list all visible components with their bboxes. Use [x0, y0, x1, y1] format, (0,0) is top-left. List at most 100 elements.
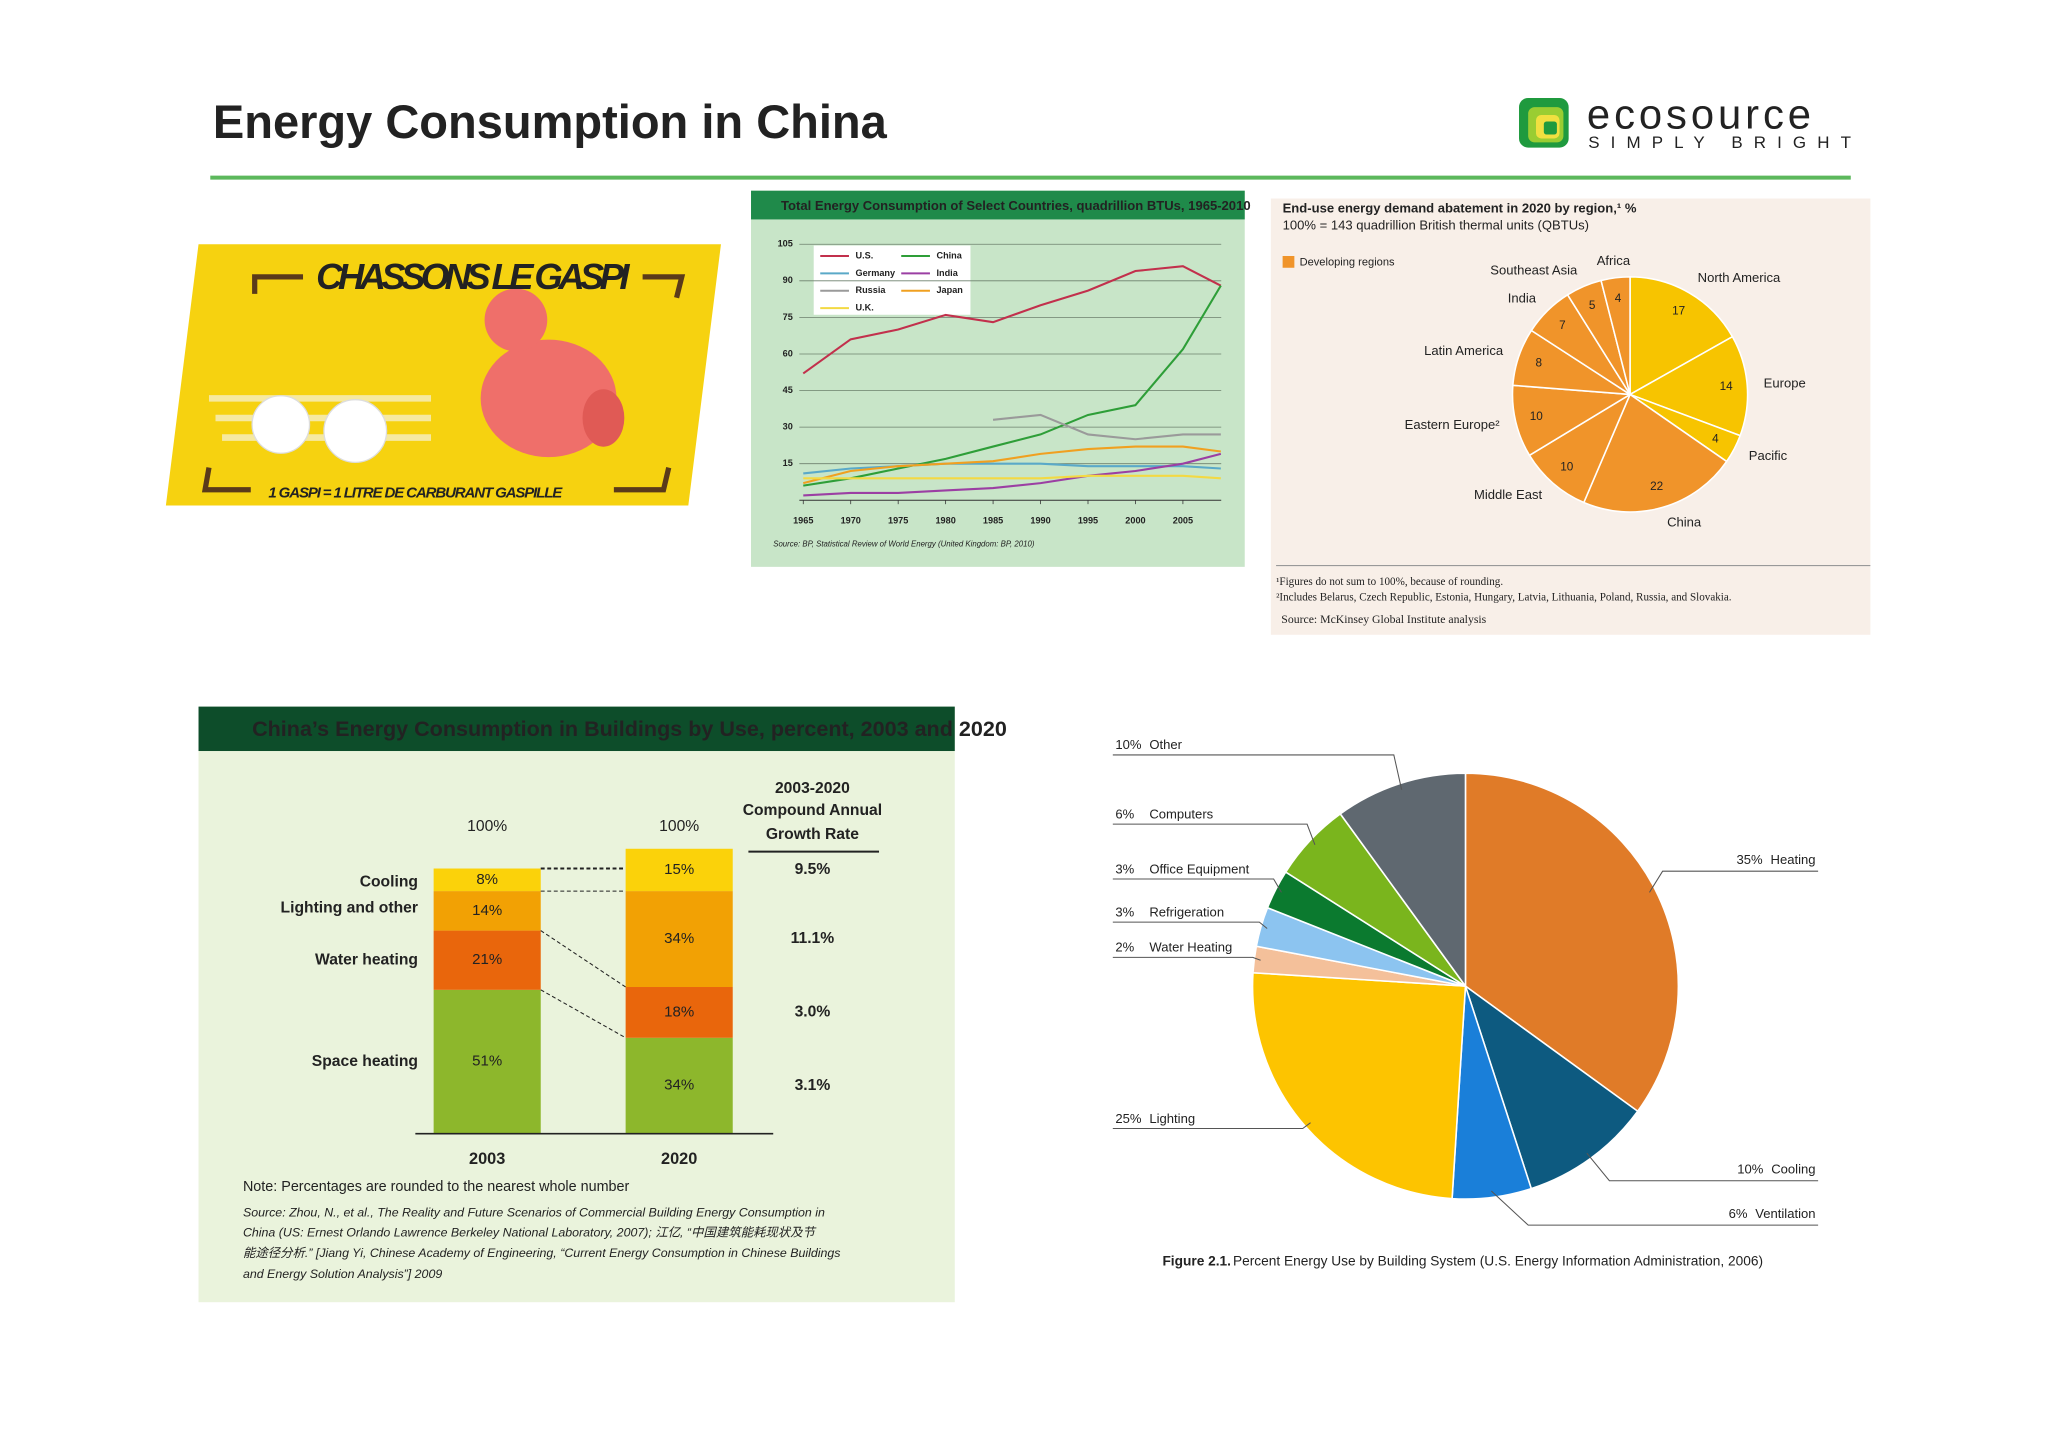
- leader-line: [1112, 823, 1316, 845]
- bar-source: China (US: Ernest Orlando Lawrence Berke…: [243, 1225, 817, 1239]
- x-tick-label: 2003: [469, 1150, 505, 1168]
- y-tick-label: 15: [783, 458, 793, 468]
- slice-value: 10: [1560, 460, 1574, 473]
- total-label: 100%: [659, 818, 699, 835]
- bar-note: Note: Percentages are rounded to the nea…: [243, 1179, 630, 1195]
- line-series: [803, 285, 1222, 487]
- y-tick-label: 90: [783, 275, 793, 285]
- x-tick-label: 2005: [1173, 516, 1193, 526]
- region-footnote: ²Includes Belarus, Czech Republic, Eston…: [1276, 592, 1732, 604]
- slice-label: Latin America: [1424, 343, 1504, 358]
- bar-title: China’s Energy Consumption in Buildings …: [252, 716, 1007, 741]
- pie-slice: [1339, 772, 1467, 989]
- series-label: Lighting and other: [281, 899, 418, 916]
- leader-line: [1112, 921, 1268, 929]
- slice-value: 4: [1615, 292, 1622, 305]
- slice-label: Other: [1149, 737, 1182, 752]
- leader-line: [1112, 878, 1282, 893]
- slice-value: 3%: [1115, 904, 1134, 919]
- bar-segment: [433, 989, 541, 1134]
- slice-label: Pacific: [1749, 448, 1788, 463]
- slice-value: 25%: [1115, 1111, 1142, 1126]
- slice-value: 22: [1650, 480, 1663, 493]
- slice-value: 7: [1559, 319, 1566, 332]
- slice-label: China: [1667, 515, 1702, 530]
- legend-label: China: [936, 250, 962, 260]
- figure-label: Figure 2.1.: [1162, 1253, 1231, 1268]
- line-series: [803, 474, 1221, 480]
- x-tick-label: 1990: [1030, 516, 1050, 526]
- x-tick-label: 1980: [935, 516, 955, 526]
- legend-label: Germany: [856, 268, 896, 278]
- region-title: End-use energy demand abatement in 2020 …: [1283, 200, 1637, 215]
- line-series: [803, 445, 1221, 485]
- slice-label: Southeast Asia: [1490, 263, 1578, 278]
- bar-segment: [625, 987, 733, 1038]
- slice-value: 6%: [1115, 806, 1134, 821]
- slice-value: 3%: [1115, 861, 1134, 876]
- region-footnote: ¹Figures do not sum to 100%, because of …: [1276, 576, 1503, 588]
- y-tick-label: 75: [783, 312, 793, 322]
- region-source: Source: McKinsey Global Institute analys…: [1281, 613, 1486, 626]
- slice-value: 4: [1712, 432, 1719, 445]
- series-label: Cooling: [360, 874, 418, 891]
- legend-label: Russia: [856, 285, 887, 295]
- bar-segment: [433, 891, 541, 931]
- segment-label: 14%: [472, 902, 502, 919]
- growth-header: 2003-2020: [775, 780, 850, 797]
- pie-slice: [1251, 971, 1467, 1200]
- region-subtitle: 100% = 143 quadrillion British thermal u…: [1283, 217, 1589, 232]
- logo-name: ecosource: [1587, 91, 1815, 138]
- growth-rate: 3.0%: [795, 1004, 831, 1021]
- x-tick-label: 1965: [793, 516, 813, 526]
- slice-label: Cooling: [1771, 1162, 1815, 1177]
- leader-line: [1586, 1152, 1819, 1182]
- segment-label: 18%: [664, 1003, 694, 1020]
- slice-label: India: [1508, 290, 1537, 305]
- y-tick-label: 45: [783, 385, 793, 395]
- segment-label: 8%: [476, 871, 498, 888]
- pie-slice: [1600, 276, 1631, 395]
- growth-header: Compound Annual: [743, 802, 882, 819]
- bar-source: 能途径分析.” [Jiang Yi, Chinese Academy of En…: [243, 1246, 841, 1260]
- slice-value: 17: [1672, 304, 1685, 317]
- slice-label: Water Heating: [1149, 940, 1232, 955]
- x-tick-label: 2000: [1125, 516, 1145, 526]
- logo-tagline: SIMPLY BRIGHT: [1588, 133, 1862, 152]
- bar-segment: [433, 868, 541, 892]
- segment-label: 21%: [472, 951, 502, 968]
- pie-slice: [1464, 772, 1680, 1113]
- slice-label: Europe: [1764, 375, 1806, 390]
- slice-label: Africa: [1597, 253, 1631, 268]
- y-tick-label: 105: [778, 239, 793, 249]
- connector: [540, 930, 626, 988]
- line-legend-box: [813, 245, 971, 315]
- slice-value: 10%: [1737, 1162, 1764, 1177]
- pie-slice: [1582, 393, 1728, 513]
- slice-label: Heating: [1771, 852, 1816, 867]
- slice-value: 10: [1530, 410, 1544, 423]
- bar-segment: [433, 930, 541, 990]
- leader-line: [1112, 754, 1403, 790]
- segment-label: 51%: [472, 1053, 502, 1070]
- growth-rate: 11.1%: [791, 930, 835, 947]
- slice-value: 2%: [1115, 940, 1134, 955]
- pie-slice: [1528, 392, 1632, 504]
- legend-swatch: [1282, 255, 1295, 268]
- y-tick-label: 60: [783, 348, 793, 358]
- slice-label: Middle East: [1474, 487, 1543, 502]
- slice-label: Lighting: [1149, 1111, 1195, 1126]
- bar-source: Source: Zhou, N., et al., The Reality an…: [243, 1206, 825, 1220]
- poster-caption: 1 GASPI = 1 LITRE DE CARBURANT GASPILLE: [268, 485, 563, 502]
- bar-segment: [625, 848, 733, 892]
- poster: [165, 244, 721, 506]
- legend-label: Developing regions: [1300, 256, 1395, 268]
- x-tick-label: 1985: [983, 516, 1003, 526]
- legend-label: U.K.: [856, 303, 874, 313]
- segment-label: 15%: [664, 861, 694, 878]
- leader-line: [1112, 1122, 1311, 1130]
- line-header: [751, 190, 1245, 220]
- slice-label: Eastern Europe²: [1405, 417, 1501, 432]
- leader-line: [1649, 870, 1819, 893]
